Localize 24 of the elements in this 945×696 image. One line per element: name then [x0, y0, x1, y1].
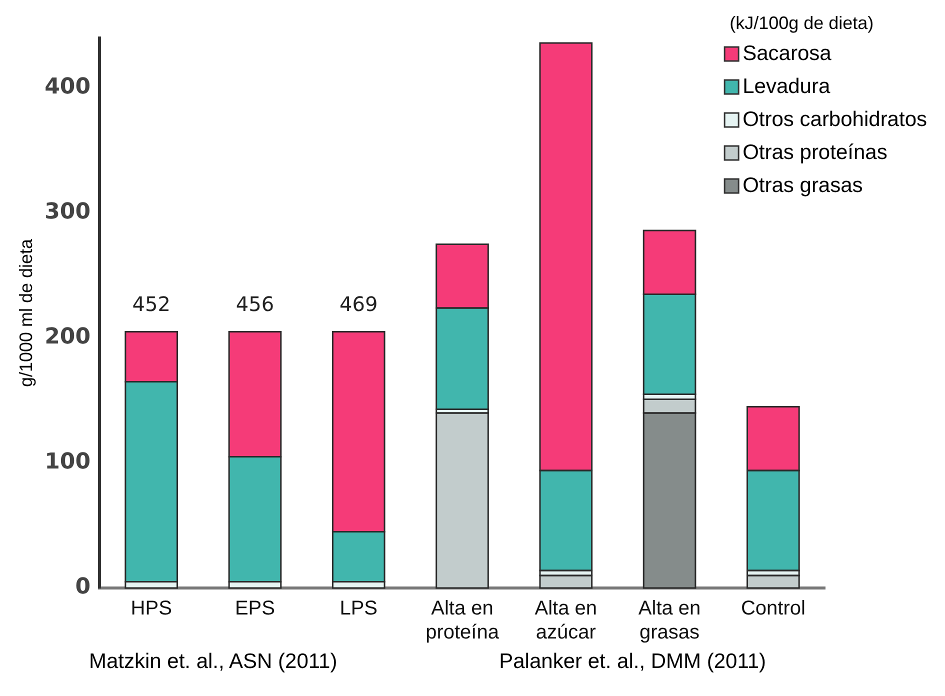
legend-label: Otras proteínas — [742, 140, 888, 164]
x-tick-label: LPS — [340, 598, 378, 620]
text: Matzkin et. al., ASN (2011) — [88, 650, 338, 674]
x-tick-label: Control — [740, 598, 806, 620]
x-tick-label: EPS — [234, 598, 275, 620]
x-tick-label: HPS — [130, 598, 172, 620]
annotation: 469 — [340, 292, 378, 316]
y-axis-title: g/1000 ml de dieta — [16, 238, 36, 388]
annotation: 456 — [236, 292, 274, 316]
annotation: 452 — [132, 292, 170, 316]
y-tick-label: 300 — [44, 200, 91, 225]
legend-label: Otros carbohidratos — [742, 108, 928, 131]
y-tick-label: 400 — [44, 74, 91, 100]
legend-label: Levadura — [742, 74, 830, 98]
y-tick-label: 0 — [75, 574, 91, 600]
legend-label: Sacarosa — [742, 42, 832, 65]
x-tick-label: Alta en proteína — [426, 598, 500, 644]
x-tick-label: Alta en grasas — [638, 598, 701, 644]
legend-title: (kJ/100g de dieta) — [730, 12, 874, 33]
y-tick-label: 200 — [44, 324, 91, 350]
legend-label: Otras grasas — [742, 174, 863, 197]
text: Palanker et. al., DMM (2011) — [499, 650, 766, 674]
y-tick-label: 100 — [44, 450, 91, 475]
x-tick-label: Alta en azúcar — [534, 598, 598, 644]
